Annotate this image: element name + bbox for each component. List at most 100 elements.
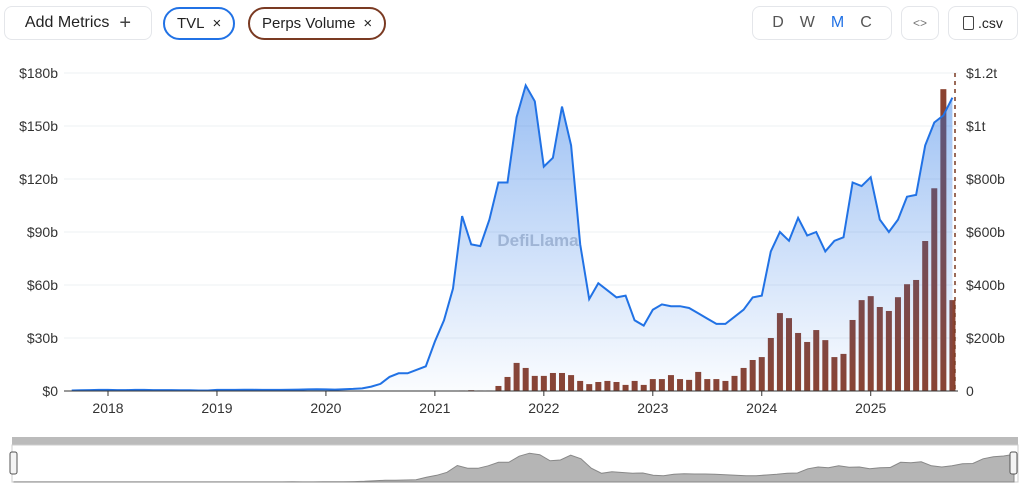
perps-volume-bar [667,375,674,391]
perps-volume-bar [459,390,466,391]
perps-volume-bar [894,297,901,391]
perps-volume-bar [640,384,647,391]
perps-volume-bar [704,379,711,391]
perps-volume-bar [840,353,847,391]
granularity-weekly[interactable]: W [799,14,815,31]
perps-volume-bar [722,380,729,391]
y-tick-right: $1t [966,118,986,134]
csv-label: .csv [978,15,1003,31]
perps-volume-bar [913,279,920,391]
perps-volume-bar [904,284,911,391]
perps-volume-bar [504,376,511,391]
watermark: DefiLlama [497,231,579,250]
navigator-series [13,452,1015,483]
granularity-daily[interactable]: D [772,14,784,31]
y-tick-left: $90b [27,224,58,240]
perps-volume-bar [540,375,547,391]
perps-volume-bar [749,359,756,391]
perps-volume-bar [867,296,874,391]
metric-chip-label: Perps Volume [262,15,356,32]
y-tick-left: $180b [19,65,58,81]
x-tick-label: 2025 [855,400,886,416]
metric-chip-perps-volume[interactable]: Perps Volume × [248,7,387,40]
granularity-cumulative[interactable]: C [860,14,872,31]
y-tick-right: $400b [966,277,1005,293]
navigator [11,444,1019,483]
perps-volume-bar [649,379,656,391]
perps-volume-bar [795,332,802,391]
perps-volume-bar [613,381,620,391]
csv-download-button[interactable]: .csv [948,6,1018,40]
navigator-handle-right[interactable] [1009,451,1018,475]
granularity-selector: D W M C [752,6,892,40]
perps-volume-bar [949,300,956,391]
perps-volume-bar [922,241,929,391]
x-tick-label: 2020 [310,400,341,416]
x-tick-label: 2021 [419,400,450,416]
perps-volume-bar [713,379,720,391]
perps-volume-bar [549,372,556,391]
perps-volume-bar [804,341,811,391]
y-tick-right: $1.2t [966,65,997,81]
y-tick-right: $200b [966,330,1005,346]
perps-volume-bar [822,340,829,391]
perps-volume-bar [595,381,602,391]
add-metrics-button[interactable]: Add Metrics + [4,6,152,40]
tvl-line [71,82,954,392]
perps-volume-bar [858,300,865,391]
y-tick-left: $30b [27,330,58,346]
embed-icon: <> [912,16,927,30]
perps-volume-bar [568,375,575,391]
perps-volume-bar [740,367,747,391]
perps-volume-bar [486,390,493,391]
perps-volume-bar [531,375,538,391]
y-tick-right: $600b [966,224,1005,240]
perps-volume-bar [931,188,938,391]
perps-volume-bar [477,390,484,391]
perps-volume-bar [813,330,820,391]
perps-volume-bar [586,384,593,391]
y-tick-left: $150b [19,118,58,134]
y-tick-left: $120b [19,171,58,187]
x-tick-label: 2024 [746,400,777,416]
x-tick-label: 2018 [92,400,123,416]
x-tick-label: 2019 [201,400,232,416]
perps-volume-bar [776,313,783,391]
y-tick-right: $800b [966,171,1005,187]
x-tick-label: 2022 [528,400,559,416]
perps-volume-bar [686,379,693,391]
perps-volume-bar [786,318,792,391]
granularity-monthly[interactable]: M [830,14,845,31]
metric-chip-tvl[interactable]: TVL × [163,7,236,40]
close-icon[interactable]: × [212,15,222,32]
perps-volume-bar [831,357,838,391]
perps-volume-bar [522,367,529,391]
perps-volume-bar [885,310,892,391]
perps-volume-bar [577,380,584,391]
y-tick-left: $60b [27,277,58,293]
embed-button[interactable]: <> [901,6,939,40]
perps-volume-bar [622,384,629,391]
navigator-scrollbar[interactable] [12,437,1018,445]
x-tick-label: 2023 [637,400,668,416]
perps-volume-bar [513,362,520,391]
perps-volume-bar [604,380,611,391]
file-download-icon [963,16,975,30]
perps-volume-bar [876,306,883,391]
perps-volume-bar [468,390,475,391]
perps-volume-bar [849,319,856,391]
perps-volume-bar [559,372,565,391]
navigator-handle-left[interactable] [9,451,18,475]
perps-volume-bar [658,379,665,391]
perps-volume-bar [731,375,738,391]
close-icon[interactable]: × [363,15,373,32]
perps-volume-bar [767,338,774,391]
metric-chip-label: TVL [177,15,205,32]
perps-volume-bar [677,379,684,391]
y-tick-left: $0 [42,383,58,399]
tvl-area [71,85,953,392]
plus-icon: + [119,11,132,34]
perps-volume-bar [940,89,947,391]
add-metrics-label: Add Metrics [24,14,110,31]
